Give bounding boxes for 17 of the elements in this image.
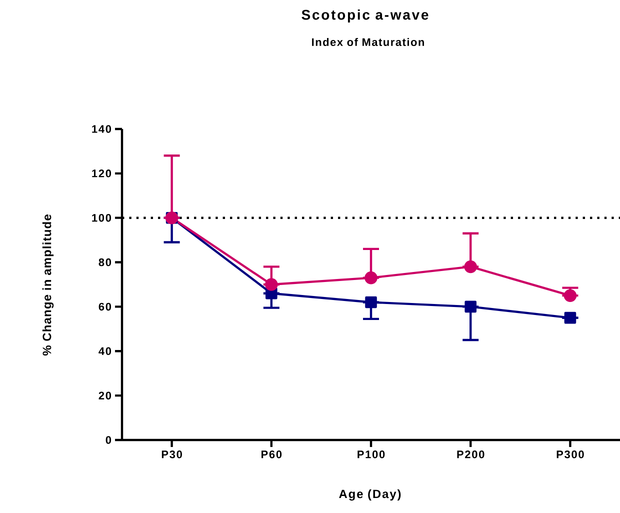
y-tick-label: 0: [106, 436, 112, 444]
chart-title: Scotopic a-wave: [302, 9, 428, 22]
x-tick-label: P200: [457, 450, 484, 458]
y-tick-label: 120: [92, 170, 112, 178]
chart-subtitle: Index of Maturation: [312, 38, 424, 46]
x-tick-label: P100: [358, 450, 385, 458]
y-tick-label: 60: [98, 302, 112, 311]
y-tick-label: 80: [98, 258, 112, 266]
x-axis-title: Age (Day): [339, 489, 401, 501]
y-tick-label: 100: [92, 214, 112, 222]
x-tick-label: P30: [162, 450, 182, 458]
y-tick-label: 20: [98, 392, 112, 400]
y-tick-label: 140: [92, 125, 112, 133]
y-tick-label: 40: [98, 347, 112, 356]
y-axis-title: % Change in amplitude: [42, 214, 54, 356]
x-tick-label: P300: [556, 450, 584, 458]
x-tick-label: P60: [262, 450, 282, 458]
